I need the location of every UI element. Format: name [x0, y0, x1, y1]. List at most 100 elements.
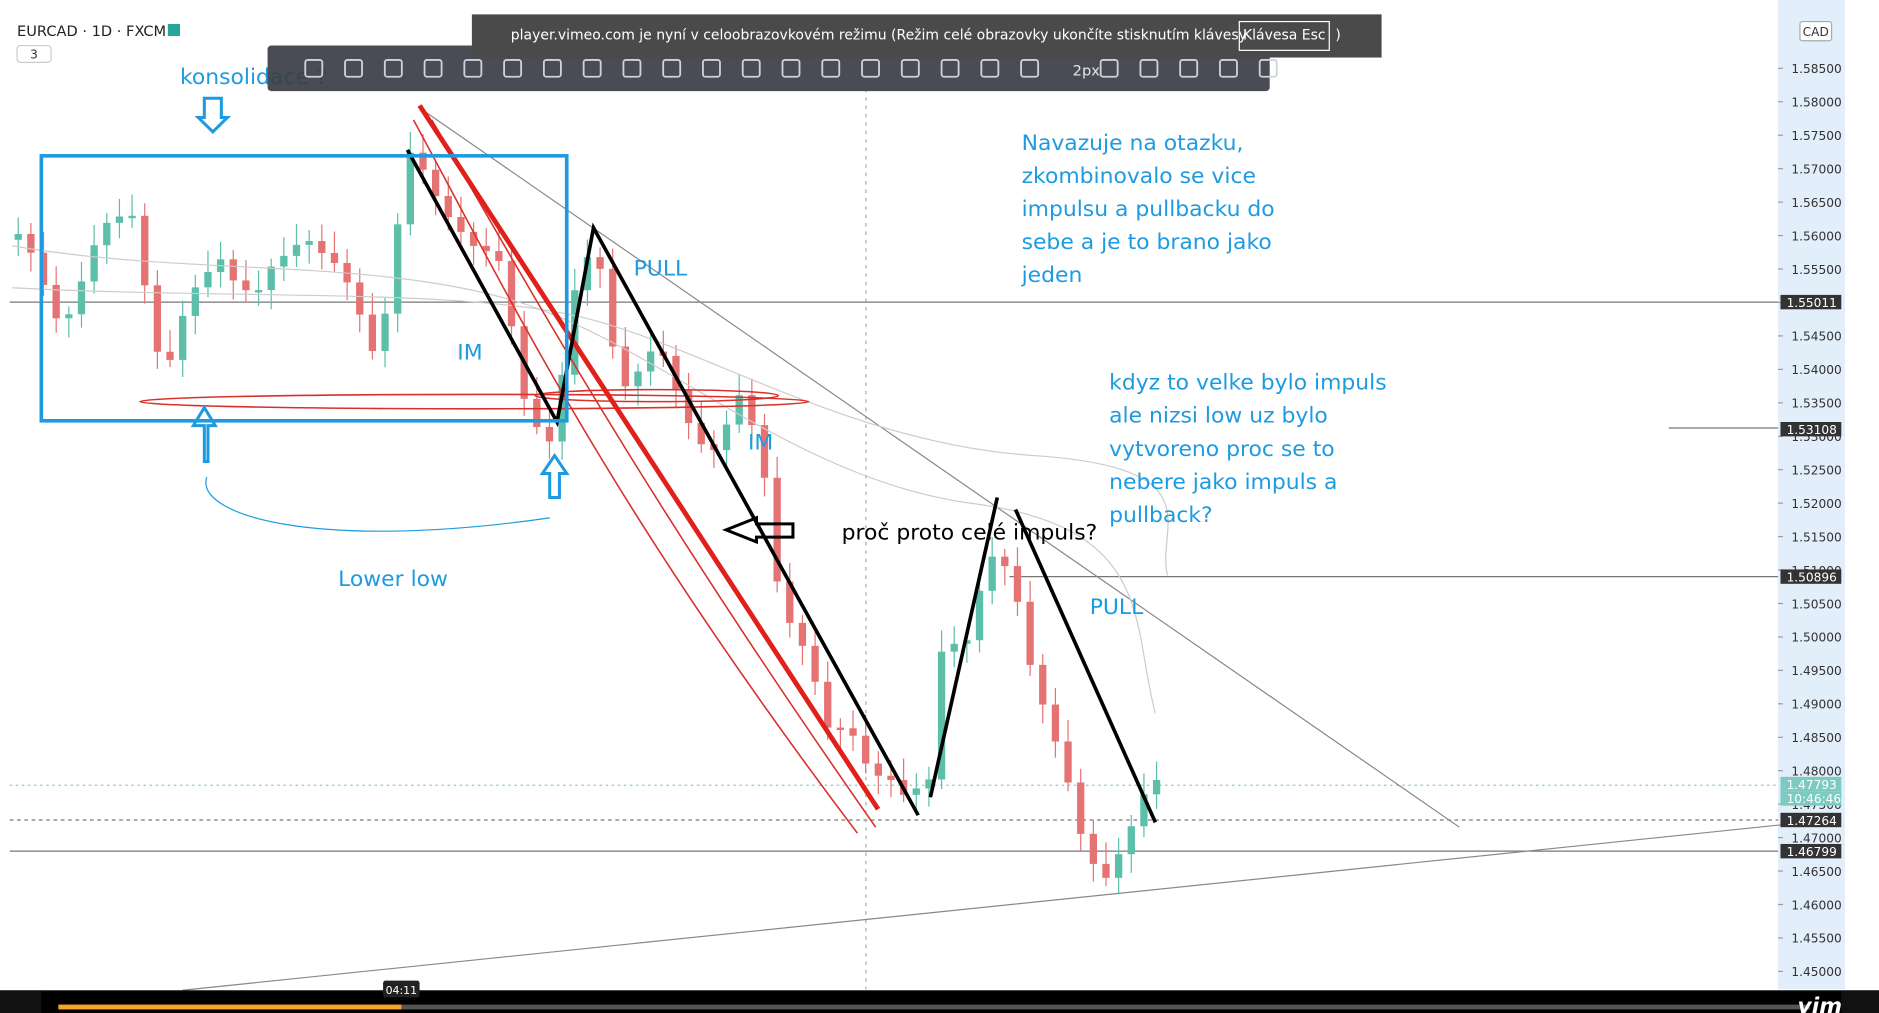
vimeo-logo[interactable]: vim: [1798, 994, 1843, 1013]
badge-bg: [16, 44, 52, 63]
candle-body: [988, 556, 996, 591]
candle-body: [103, 222, 111, 246]
tool-icon[interactable]: [861, 59, 880, 78]
tool-icon[interactable]: [304, 59, 324, 78]
axis-label: 1.56000: [1791, 229, 1841, 243]
tool-icon[interactable]: [1179, 59, 1199, 78]
tool-icon[interactable]: [503, 59, 523, 78]
axis-label: 1.50500: [1791, 597, 1841, 611]
candle-body: [292, 244, 301, 256]
candle-body: [1140, 794, 1148, 827]
candle-body: [1089, 833, 1097, 864]
price-tag: 1.47793: [1787, 778, 1837, 792]
tool-icon[interactable]: [900, 59, 920, 78]
currency-box: [1799, 20, 1833, 42]
status-icon: [167, 23, 180, 36]
zigzag: [1013, 508, 1158, 824]
red-drawings: [139, 104, 881, 834]
arrow-up: [539, 452, 570, 500]
key-label: Klávesa Esc: [1243, 28, 1326, 44]
tool-icon[interactable]: [622, 59, 642, 78]
tool-icon[interactable]: [542, 59, 562, 78]
tool-icon[interactable]: [1258, 59, 1278, 78]
candle-body: [975, 590, 984, 641]
tool-icon[interactable]: [582, 59, 602, 78]
tools: [304, 59, 1278, 78]
candle-body: [166, 351, 174, 360]
candle-body: [1026, 601, 1034, 665]
tool-icon[interactable]: [702, 59, 721, 78]
tool-icon[interactable]: [980, 59, 1000, 78]
axis-label: 1.51500: [1791, 530, 1841, 544]
candle-body: [305, 241, 313, 245]
candle-body: [786, 581, 794, 623]
price-tag-bg: [1780, 843, 1842, 859]
price-axis: 1.58500 1.58000 1.57500 1.57000 1.56500 1.560…: [1778, 62, 1842, 979]
tool-icon[interactable]: [423, 59, 443, 78]
candle-body: [469, 231, 478, 246]
axis-label: 1.54000: [1791, 363, 1841, 377]
tool-icon[interactable]: [662, 59, 682, 78]
tool-icon[interactable]: [1139, 59, 1159, 78]
candle-body: [204, 272, 212, 288]
candle-body: [950, 643, 958, 652]
candle-body: [128, 215, 136, 219]
candle-body: [748, 395, 756, 426]
candle-body: [773, 477, 781, 582]
symbol: EURCAD · 1D · FXCM: [17, 24, 166, 40]
note-line: zkombinovalo se vice: [1022, 164, 1256, 189]
arrow: [721, 515, 795, 545]
tool-icon[interactable]: [821, 59, 841, 78]
candle-body: [14, 233, 22, 240]
note-line: nebere jako impuls a: [1109, 470, 1337, 495]
candle-body: [115, 216, 124, 223]
candle-body: [874, 763, 882, 776]
axis-label: 1.48000: [1791, 765, 1841, 779]
candle-body: [267, 266, 275, 291]
annotation: PULL: [634, 257, 688, 282]
tool-icon[interactable]: [741, 59, 761, 78]
candle-body: [647, 351, 655, 372]
candle-body: [229, 259, 237, 281]
tool-icon[interactable]: [1020, 59, 1040, 78]
candle-body: [849, 728, 857, 736]
note-line: pullback?: [1109, 503, 1213, 528]
candle-body: [1039, 664, 1047, 705]
candle-body: [318, 241, 326, 254]
annotation: IM: [457, 341, 482, 366]
candle-body: [937, 651, 946, 780]
tool-icon[interactable]: [463, 59, 483, 78]
candle-body: [1077, 782, 1085, 834]
tool-icon[interactable]: [344, 59, 363, 78]
levels: [9, 71, 1782, 991]
candle-body: [330, 253, 339, 263]
tool-icon[interactable]: [1219, 59, 1238, 78]
candle-body: [153, 285, 162, 352]
note-line: kdyz to velke bylo impuls: [1109, 371, 1386, 396]
candles: [14, 131, 1161, 895]
candle-body: [824, 681, 832, 728]
tool-icon[interactable]: [940, 59, 960, 78]
candle-body: [27, 233, 35, 253]
candle-body: [444, 196, 452, 218]
axis-label: 1.45500: [1791, 932, 1841, 946]
candle-body: [545, 426, 554, 442]
axis-label: 1.45000: [1791, 965, 1841, 979]
axis-label: 1.57000: [1791, 163, 1841, 177]
tool-icon[interactable]: [781, 59, 801, 78]
axis-label: 1.48500: [1791, 731, 1841, 745]
badge: 3: [30, 48, 38, 62]
arrow-down: [194, 96, 232, 134]
candle-body: [1114, 854, 1123, 878]
curve: [412, 119, 859, 834]
price-tag-bg: [1780, 421, 1842, 437]
line-width[interactable]: 2px: [1073, 64, 1101, 80]
candle-body: [1064, 741, 1072, 783]
candle-body: [356, 282, 364, 315]
tool-icon[interactable]: [383, 59, 403, 78]
tool-icon[interactable]: [1099, 59, 1119, 78]
candle-body: [1127, 826, 1135, 855]
note-line: vytvoreno proc se to: [1109, 437, 1334, 462]
price-tag-bg: [1780, 776, 1842, 792]
